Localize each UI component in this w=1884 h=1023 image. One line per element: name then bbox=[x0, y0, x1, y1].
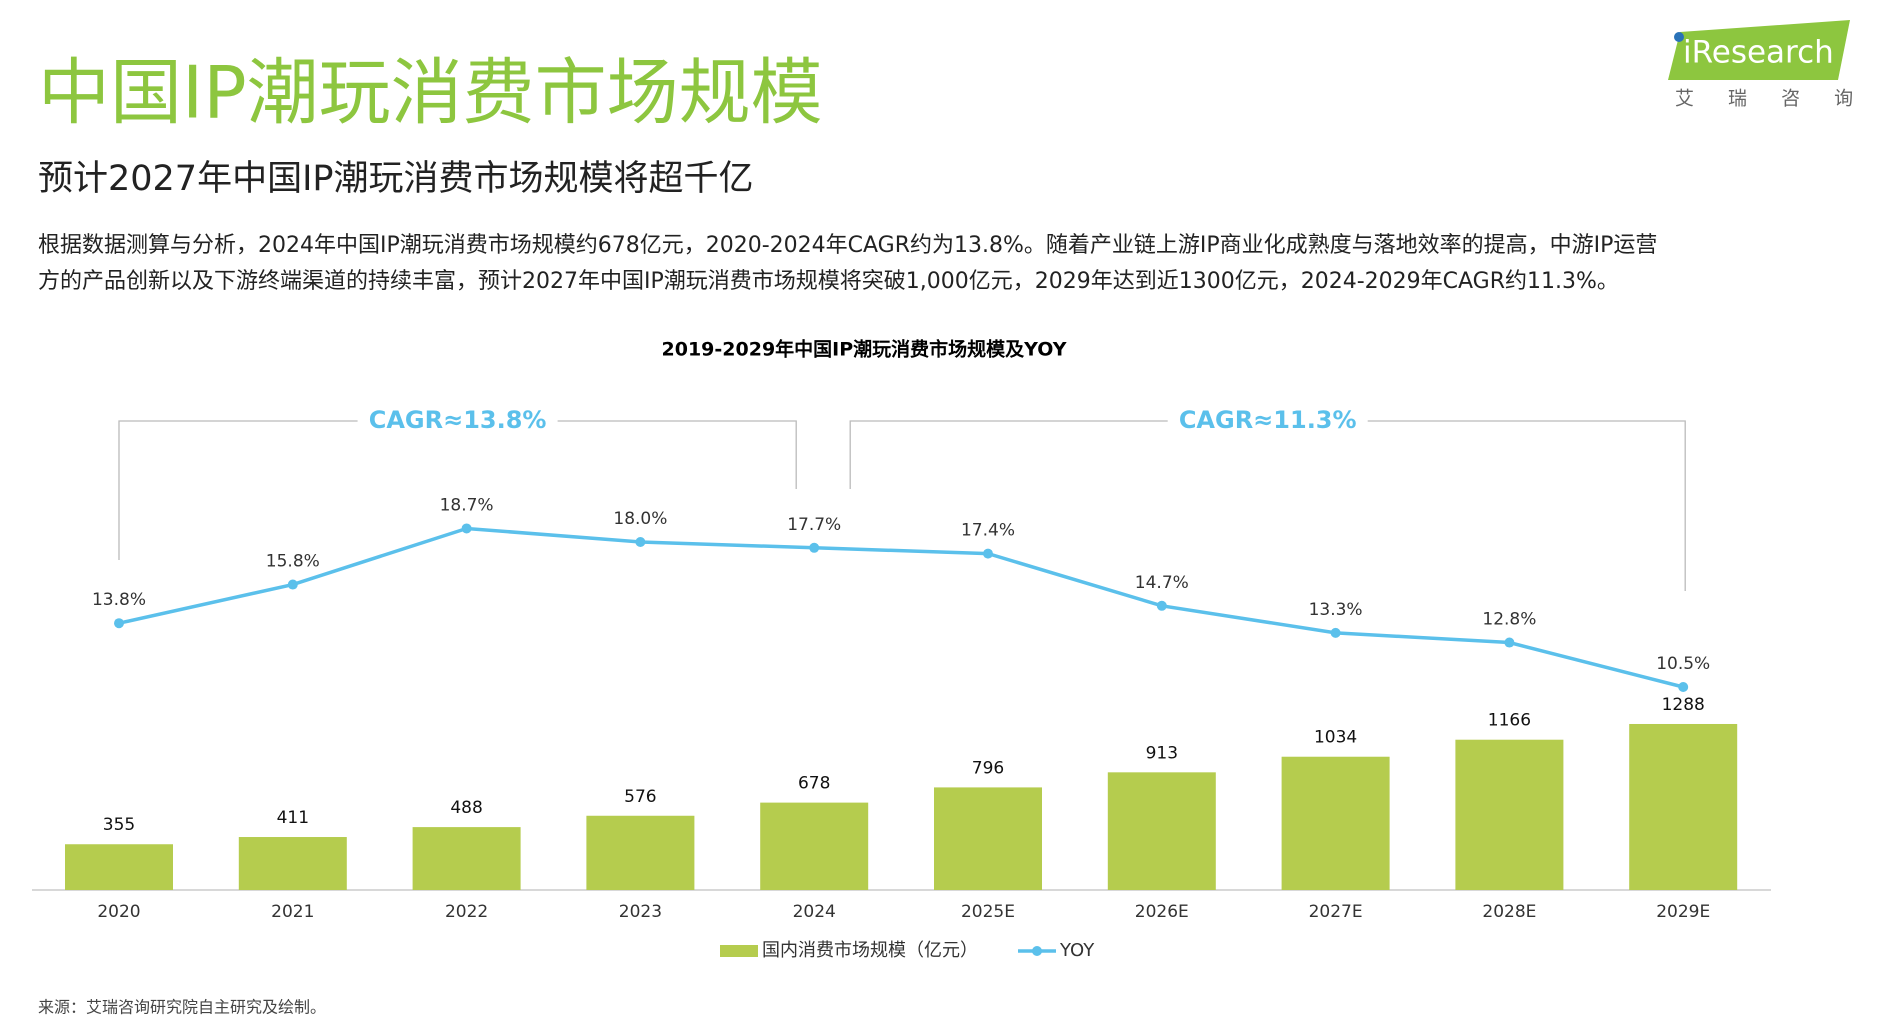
bar bbox=[65, 844, 173, 890]
legend-swatch bbox=[720, 945, 758, 957]
bar-value-label: 1034 bbox=[1314, 728, 1357, 748]
legend-label: YOY bbox=[1059, 940, 1095, 961]
x-tick-label: 2020 bbox=[97, 902, 140, 922]
x-tick-label: 2024 bbox=[793, 902, 836, 922]
yoy-value-label: 12.8% bbox=[1482, 610, 1536, 630]
x-tick-label: 2026E bbox=[1135, 902, 1189, 922]
bar bbox=[760, 802, 869, 890]
yoy-value-label: 14.7% bbox=[1135, 573, 1189, 593]
bar bbox=[1455, 739, 1564, 890]
bar-value-label: 488 bbox=[450, 798, 482, 818]
bar-value-label: 678 bbox=[798, 774, 830, 794]
yoy-point bbox=[1156, 600, 1167, 611]
yoy-value-label: 15.8% bbox=[266, 552, 320, 572]
x-tick-label: 2022 bbox=[445, 902, 488, 922]
legend-label: 国内消费市场规模（亿元） bbox=[762, 940, 978, 961]
bar-value-label: 411 bbox=[277, 808, 309, 828]
yoy-point bbox=[1678, 682, 1689, 692]
bar-value-label: 913 bbox=[1146, 743, 1178, 763]
logo-brand: iResearch bbox=[1683, 35, 1834, 71]
description-line: 方的产品创新以及下游终端渠道的持续丰富，预计2027年中国IP潮玩消费市场规模将… bbox=[38, 269, 1619, 294]
description-line: 根据数据测算与分析，2024年中国IP潮玩消费市场规模约678亿元，2020-2… bbox=[38, 233, 1657, 258]
yoy-point bbox=[461, 523, 472, 534]
yoy-point bbox=[809, 542, 820, 553]
yoy-point bbox=[983, 548, 993, 559]
x-tick-label: 2029E bbox=[1656, 902, 1710, 922]
yoy-line bbox=[118, 526, 1684, 689]
page-title: 中国IP潮玩消费市场规模 bbox=[38, 51, 823, 135]
yoy-point bbox=[287, 579, 298, 590]
bar-value-label: 796 bbox=[972, 758, 1004, 778]
yoy-value-label: 10.5% bbox=[1656, 654, 1710, 674]
logo-name: 艾 瑞 咨 询 bbox=[1675, 88, 1867, 110]
source-note: 来源：艾瑞咨询研究院自主研究及绘制。 bbox=[38, 998, 326, 1017]
bar-value-label: 1288 bbox=[1662, 695, 1705, 715]
chart-title: 2019-2029年中国IP潮玩消费市场规模及YOY bbox=[662, 338, 1067, 361]
yoy-point bbox=[114, 618, 124, 629]
legend-swatch bbox=[1032, 946, 1042, 956]
yoy-value-label: 17.4% bbox=[961, 521, 1015, 541]
bar bbox=[412, 827, 521, 890]
bar bbox=[1107, 772, 1216, 890]
cagr-bracket bbox=[557, 420, 797, 489]
bar bbox=[1629, 723, 1738, 890]
cagr-bracket bbox=[849, 420, 1168, 489]
yoy-point bbox=[1504, 637, 1515, 648]
cagr-label: CAGR≈11.3% bbox=[1179, 406, 1357, 434]
bar bbox=[586, 815, 695, 890]
yoy-value-label: 18.0% bbox=[613, 509, 667, 529]
yoy-value-label: 13.3% bbox=[1309, 600, 1363, 620]
cagr-bracket bbox=[118, 420, 358, 560]
yoy-value-label: 13.8% bbox=[92, 590, 146, 610]
x-tick-label: 2027E bbox=[1309, 902, 1363, 922]
x-tick-label: 2021 bbox=[271, 902, 314, 922]
yoy-value-label: 18.7% bbox=[440, 495, 494, 515]
bar-value-label: 1166 bbox=[1488, 711, 1531, 731]
yoy-point bbox=[1330, 627, 1341, 638]
yoy-value-label: 17.7% bbox=[787, 515, 841, 535]
x-tick-label: 2028E bbox=[1482, 902, 1536, 922]
x-tick-label: 2025E bbox=[961, 902, 1015, 922]
logo-dot bbox=[1674, 32, 1684, 42]
bar-value-label: 576 bbox=[624, 787, 656, 807]
yoy-point bbox=[635, 537, 646, 547]
bar bbox=[934, 787, 1042, 890]
cagr-label: CAGR≈13.8% bbox=[369, 406, 547, 434]
logo-badge bbox=[1668, 20, 1850, 80]
x-tick-label: 2023 bbox=[619, 902, 662, 922]
cagr-bracket bbox=[1367, 420, 1686, 591]
bar-value-label: 355 bbox=[103, 815, 135, 835]
bar bbox=[238, 837, 347, 890]
page-subtitle: 预计2027年中国IP潮玩消费市场规模将超千亿 bbox=[38, 159, 754, 199]
bar bbox=[1281, 756, 1390, 890]
